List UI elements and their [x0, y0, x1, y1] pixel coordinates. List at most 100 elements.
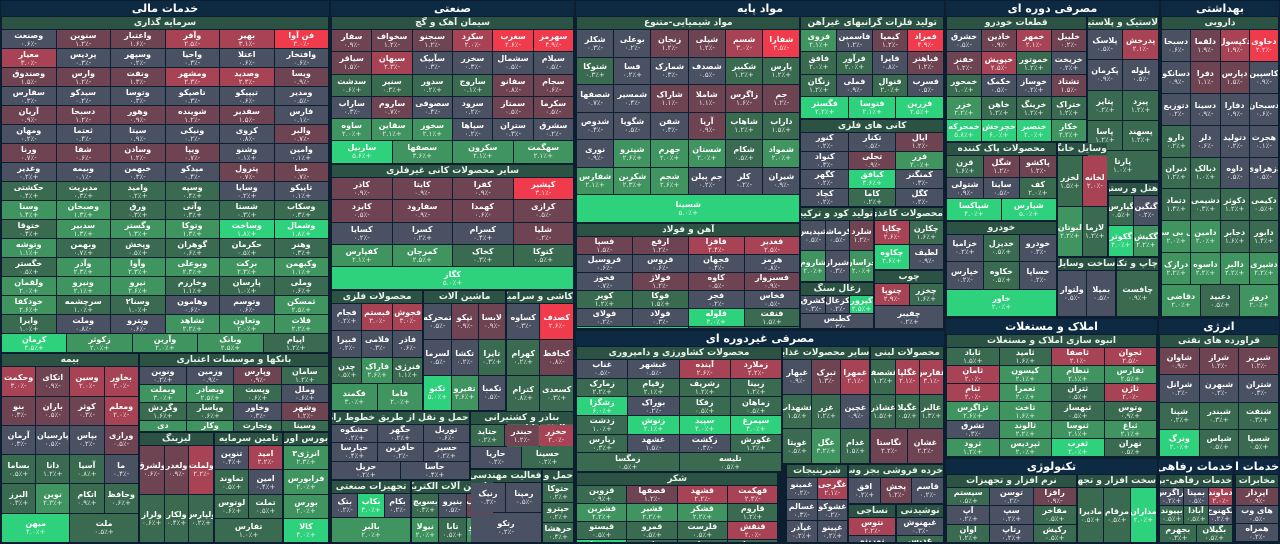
stock-tile[interactable]: کصدف -۲.۶٪	[540, 304, 573, 340]
stock-tile[interactable]: وسین -۲.۰٪	[70, 367, 104, 396]
stock-tile[interactable]: غشاذر +۱.۵٪	[871, 394, 895, 429]
stock-tile[interactable]: فغدیر -۲.۵٪	[744, 236, 800, 254]
stock-tile[interactable]: کرازی -۰.۵٪	[513, 200, 573, 222]
stock-tile[interactable]: غدام +۱.۵٪	[841, 429, 870, 464]
stock-tile[interactable]: فخوز -۰.۷٪	[577, 272, 632, 290]
stock-tile[interactable]: قشیر +۲.۲٪	[627, 504, 677, 522]
stock-tile[interactable]: شبندر +۰.۳٪	[1199, 402, 1239, 429]
stock-tile[interactable]: ثامید +۱.۶٪	[999, 348, 1051, 366]
stock-tile[interactable]: زبینا +۱.۲٪	[730, 378, 782, 397]
stock-tile[interactable]: خکار +۲.۲٪	[1051, 119, 1086, 142]
stock-tile[interactable]: دتوزیع -۰.۲٪	[1162, 93, 1191, 125]
stock-tile[interactable]: وخارزم +۱.۱٪	[165, 277, 219, 296]
stock-tile[interactable]: وایرا +۱.۰٪	[2, 315, 56, 334]
stock-tile[interactable]: غشهداب+۱.۵٪	[783, 394, 812, 429]
stock-tile[interactable]: پسهند +۱.۲٪	[1123, 120, 1158, 151]
stock-tile[interactable]: توسن -۰.۲٪	[990, 488, 1033, 506]
stock-tile[interactable]: دابور +۱.۴٪	[1249, 221, 1278, 253]
stock-tile[interactable]: زماهان +۰.۵٪	[730, 397, 782, 416]
stock-tile[interactable]: وگردش +۱.۶٪	[139, 403, 187, 421]
stock-tile[interactable]: غگیلا +۰.۵٪	[895, 394, 919, 429]
stock-tile[interactable]: چکاوه +۲.۶٪	[875, 245, 909, 269]
stock-tile[interactable]: کگهر -۰.۲٪	[801, 170, 848, 188]
stock-tile[interactable]: تکمبا -۰.۵٪	[478, 375, 505, 411]
stock-tile[interactable]: فلات +۲.۲٪	[274, 315, 328, 334]
stock-tile[interactable]: وتوشه +۱.۱٪	[2, 239, 56, 258]
stock-tile[interactable]: سفار -۰.۹٪	[332, 30, 372, 52]
stock-tile[interactable]: ساروم -۰.۷٪	[372, 96, 412, 118]
stock-tile[interactable]: وگستر +۱.۳٪	[111, 220, 165, 239]
stock-tile[interactable]: بکهنوج+۰.۲٪	[1208, 506, 1232, 524]
stock-tile[interactable]: ولپارس+۰.۲٪	[189, 494, 214, 542]
stock-tile[interactable]: شمواد +۲.۰٪	[763, 140, 800, 167]
stock-tile[interactable]: زمگسا +۰.۵٪	[577, 453, 679, 472]
stock-tile[interactable]: خساپا -۰.۲٪	[1020, 262, 1056, 289]
stock-tile[interactable]: پتایر +۰.۲٪	[1087, 90, 1123, 120]
stock-tile[interactable]: تپکو -۰.۹٪	[451, 304, 478, 339]
stock-tile[interactable]: فگستر +۲.۲٪	[801, 96, 848, 119]
stock-tile[interactable]: دسانکو -۰.۹٪	[1162, 61, 1191, 93]
stock-tile[interactable]: حریل +۰.۲٪	[332, 461, 400, 479]
stock-tile[interactable]: فاراک +۲.۶٪	[362, 357, 392, 384]
stock-tile[interactable]: کچاد -۰.۲٪	[801, 188, 848, 206]
stock-tile[interactable]: وملل +۰.۶٪	[281, 385, 328, 403]
stock-tile[interactable]: تفارس +۱.۰٪	[215, 518, 283, 542]
stock-tile[interactable]: قاسم -۰.۲٪	[912, 478, 943, 503]
stock-tile[interactable]: وسایا +۰.۲٪	[220, 182, 274, 201]
stock-tile[interactable]: شپاکسا +۴.۰٪	[947, 199, 1001, 220]
stock-tile[interactable]: کنواد -۰.۳٪	[801, 151, 848, 170]
stock-tile[interactable]: فنرژی +۱.۱٪	[392, 357, 423, 384]
stock-tile[interactable]: ثبهساز +۰.۵٪	[1052, 402, 1104, 420]
stock-tile[interactable]: فارس -۰.۱٪	[274, 106, 328, 125]
stock-tile[interactable]: کرماشا-۰.۵٪	[825, 220, 849, 251]
stock-tile[interactable]: غچین -۰.۹٪	[841, 394, 870, 429]
stock-tile[interactable]: لازما +۱.۲٪	[1082, 206, 1107, 256]
stock-tile[interactable]: دتولید -۰.۲٪	[1220, 125, 1249, 157]
stock-tile[interactable]: لسرما -۰.۵٪	[424, 339, 451, 375]
stock-tile[interactable]: ویپا -۰.۷٪	[165, 144, 219, 163]
stock-tile[interactable]: سیاقر -۱.۵٪	[332, 52, 372, 74]
stock-tile[interactable]: وملت -۰.۸٪	[56, 315, 110, 334]
stock-tile[interactable]: ولملت -۲.۲٪	[189, 446, 214, 494]
stock-tile[interactable]: حاریا -۰.۲٪	[470, 447, 522, 469]
stock-tile[interactable]: تیپیکو -۰.۶٪	[220, 87, 274, 106]
stock-tile[interactable]: شکبیر +۱.۲٪	[725, 57, 763, 84]
stock-tile[interactable]: سبهان -۲.۳٪	[372, 52, 412, 74]
stock-tile[interactable]: شپنا +۰.۲٪	[1160, 402, 1199, 429]
stock-tile[interactable]: بتک -۰.۲٪	[332, 493, 358, 518]
stock-tile[interactable]: سفارود -۰.۹٪	[392, 200, 452, 222]
stock-tile[interactable]: لوتوس +۰.۶٪	[215, 494, 249, 518]
stock-tile[interactable]: گنگین -۰.۲٪	[1133, 195, 1158, 226]
stock-tile[interactable]: کاوه -۰.۵٪	[688, 272, 744, 290]
stock-tile[interactable]: کفپارس +۲.۱٪	[332, 245, 392, 267]
stock-tile[interactable]: سپ +۰.۲٪	[990, 506, 1033, 524]
stock-tile[interactable]: قشکر +۲.۲٪	[677, 504, 728, 522]
stock-tile[interactable]: کساوه -۰.۳٪	[506, 304, 540, 340]
stock-tile[interactable]: فبستم -۳.۰٪	[362, 304, 392, 330]
stock-tile[interactable]: زکشت -۰.۳٪	[679, 434, 730, 453]
stock-tile[interactable]: وتعاون +۲.۰٪	[220, 315, 274, 334]
stock-tile[interactable]: واعتبار -۱.۶٪	[111, 30, 165, 49]
stock-tile[interactable]: کپرور +۲.۵٪	[849, 296, 874, 314]
stock-tile[interactable]: ثمسکن +۲.۵٪	[274, 296, 328, 315]
stock-tile[interactable]: قلرست +۰.۵٪	[677, 522, 728, 540]
stock-tile[interactable]: کپشیر -۳.۱٪	[513, 177, 573, 200]
stock-tile[interactable]: غویتا +۰.۵٪	[783, 429, 812, 464]
stock-tile[interactable]: ثاباد +۱.۵٪	[947, 348, 999, 366]
stock-tile[interactable]: آینده -۲.۶٪	[679, 360, 730, 378]
stock-tile[interactable]: شپارس +۵.۰٪	[1001, 199, 1056, 220]
stock-tile[interactable]: شرانل -۰.۲٪	[1160, 375, 1199, 402]
stock-tile[interactable]: فاذر -۰.۶٪	[392, 330, 423, 357]
stock-tile[interactable]: آبادا +۰.۵٪	[1184, 506, 1208, 524]
stock-tile[interactable]: وامین +۰.۱٪	[274, 144, 328, 163]
stock-tile[interactable]: زکوثر +۲.۰٪	[67, 334, 132, 353]
stock-tile[interactable]: باران -۰.۵٪	[36, 396, 70, 425]
stock-tile[interactable]: کسرا +۰.۲٪	[392, 222, 452, 244]
stock-tile[interactable]: حآفرین -۰.۲٪	[377, 443, 423, 461]
stock-tile[interactable]: سرچشمه +۱.۰٪	[56, 296, 110, 315]
stock-tile[interactable]: قنقش -۲.۰٪	[728, 522, 778, 540]
stock-tile[interactable]: شکربن +۲.۳٪	[614, 167, 651, 194]
stock-tile[interactable]: فلامی -۰.۳٪	[362, 330, 392, 357]
stock-tile[interactable]: ثعتما -۰.۴٪	[56, 125, 110, 144]
stock-tile[interactable]: نیولا +۲.۰٪	[412, 518, 439, 542]
